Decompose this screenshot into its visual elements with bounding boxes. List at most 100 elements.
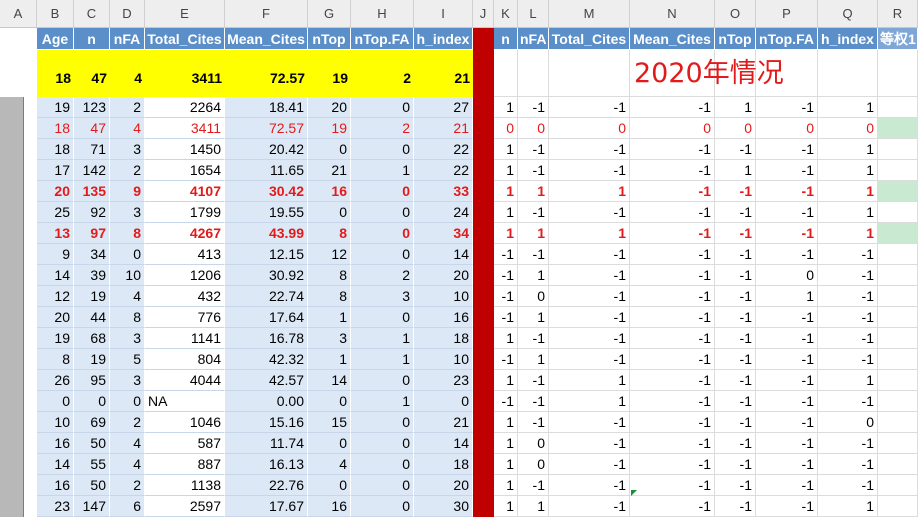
data-cell[interactable]: 11.74 xyxy=(225,433,308,454)
data-cell[interactable]: 9 xyxy=(110,181,145,202)
data-cell[interactable]: 18 xyxy=(37,139,74,160)
data-cell[interactable]: 19.55 xyxy=(225,202,308,223)
data-cell[interactable]: 0 xyxy=(110,391,145,412)
score-cell[interactable]: 1 xyxy=(494,496,518,517)
weight-cell[interactable] xyxy=(878,118,918,139)
data-cell[interactable]: 4 xyxy=(308,454,351,475)
score-cell[interactable]: -1 xyxy=(715,202,756,223)
score-cell[interactable]: 1 xyxy=(756,286,818,307)
data-cell[interactable]: 0 xyxy=(351,202,414,223)
summary-cell[interactable]: 72.57 xyxy=(225,50,308,97)
summary-blank-cell[interactable] xyxy=(756,50,818,97)
field-header-m[interactable]: Total_Cites xyxy=(549,28,630,50)
summary-cell[interactable]: 4 xyxy=(110,50,145,97)
field-header-p[interactable]: nTop.FA xyxy=(756,28,818,50)
data-cell[interactable]: 26 xyxy=(37,370,74,391)
score-cell[interactable]: -1 xyxy=(715,412,756,433)
weight-cell[interactable] xyxy=(878,160,918,181)
data-cell[interactable]: 11.65 xyxy=(225,160,308,181)
score-cell[interactable]: -1 xyxy=(715,139,756,160)
data-cell[interactable]: 123 xyxy=(74,97,110,118)
data-cell[interactable]: 4 xyxy=(110,118,145,139)
data-cell[interactable]: 12 xyxy=(308,244,351,265)
score-cell[interactable]: -1 xyxy=(630,286,715,307)
data-cell[interactable]: 0 xyxy=(351,244,414,265)
field-header-o[interactable]: nTop xyxy=(715,28,756,50)
score-cell[interactable]: -1 xyxy=(756,244,818,265)
score-cell[interactable]: 1 xyxy=(494,202,518,223)
data-cell[interactable]: 14 xyxy=(414,244,473,265)
data-cell[interactable]: 19 xyxy=(74,286,110,307)
field-header-h[interactable]: nTop.FA xyxy=(351,28,414,50)
score-cell[interactable]: 0 xyxy=(818,118,878,139)
data-cell[interactable]: 4267 xyxy=(145,223,225,244)
column-header-a[interactable]: A xyxy=(0,0,37,28)
score-cell[interactable]: -1 xyxy=(518,475,549,496)
score-cell[interactable]: 1 xyxy=(818,181,878,202)
data-cell[interactable]: 6 xyxy=(110,496,145,517)
weight-cell[interactable] xyxy=(878,496,918,517)
score-cell[interactable]: -1 xyxy=(630,454,715,475)
data-cell[interactable]: 3 xyxy=(110,139,145,160)
score-cell[interactable]: 1 xyxy=(715,160,756,181)
data-cell[interactable]: 142 xyxy=(74,160,110,181)
score-cell[interactable]: 1 xyxy=(549,223,630,244)
data-cell[interactable]: 34 xyxy=(74,244,110,265)
score-cell[interactable]: -1 xyxy=(518,160,549,181)
score-cell[interactable]: 1 xyxy=(818,223,878,244)
score-cell[interactable]: -1 xyxy=(715,349,756,370)
score-cell[interactable]: -1 xyxy=(630,265,715,286)
score-cell[interactable]: 1 xyxy=(518,349,549,370)
summary-blank-cell[interactable] xyxy=(518,50,549,97)
data-cell[interactable]: 5 xyxy=(110,349,145,370)
score-cell[interactable]: 0 xyxy=(756,118,818,139)
score-cell[interactable]: -1 xyxy=(818,286,878,307)
score-cell[interactable]: 1 xyxy=(494,223,518,244)
score-cell[interactable]: -1 xyxy=(715,433,756,454)
data-cell[interactable]: 22.74 xyxy=(225,286,308,307)
data-cell[interactable]: 8 xyxy=(110,223,145,244)
score-cell[interactable]: -1 xyxy=(549,412,630,433)
score-cell[interactable]: 1 xyxy=(494,433,518,454)
data-cell[interactable]: 432 xyxy=(145,286,225,307)
data-cell[interactable]: 8 xyxy=(308,223,351,244)
summary-cell[interactable]: 47 xyxy=(74,50,110,97)
data-cell[interactable]: 10 xyxy=(110,265,145,286)
data-cell[interactable]: 1141 xyxy=(145,328,225,349)
score-cell[interactable]: 1 xyxy=(494,97,518,118)
data-cell[interactable]: 16.13 xyxy=(225,454,308,475)
data-cell[interactable]: 18 xyxy=(37,118,74,139)
score-cell[interactable]: -1 xyxy=(549,496,630,517)
data-cell[interactable]: 33 xyxy=(414,181,473,202)
score-cell[interactable]: -1 xyxy=(630,370,715,391)
score-cell[interactable]: -1 xyxy=(756,496,818,517)
summary-blank-cell[interactable] xyxy=(494,50,518,97)
score-cell[interactable]: -1 xyxy=(756,391,818,412)
score-cell[interactable]: -1 xyxy=(818,328,878,349)
score-cell[interactable]: -1 xyxy=(818,475,878,496)
data-cell[interactable]: 21 xyxy=(414,412,473,433)
score-cell[interactable]: -1 xyxy=(715,370,756,391)
score-cell[interactable]: -1 xyxy=(494,307,518,328)
score-cell[interactable]: -1 xyxy=(756,454,818,475)
data-cell[interactable]: 0 xyxy=(351,181,414,202)
score-cell[interactable]: 1 xyxy=(549,391,630,412)
score-cell[interactable]: -1 xyxy=(715,244,756,265)
score-cell[interactable]: -1 xyxy=(756,433,818,454)
data-cell[interactable]: 19 xyxy=(74,349,110,370)
score-cell[interactable]: -1 xyxy=(756,370,818,391)
score-cell[interactable]: 0 xyxy=(518,454,549,475)
data-cell[interactable]: 24 xyxy=(414,202,473,223)
data-cell[interactable]: 30.92 xyxy=(225,265,308,286)
score-cell[interactable]: -1 xyxy=(818,307,878,328)
data-cell[interactable]: 22.76 xyxy=(225,475,308,496)
score-cell[interactable]: 1 xyxy=(818,139,878,160)
field-header-k[interactable]: n xyxy=(494,28,518,50)
score-cell[interactable]: -1 xyxy=(549,265,630,286)
score-cell[interactable]: -1 xyxy=(549,433,630,454)
score-cell[interactable]: -1 xyxy=(518,370,549,391)
data-cell[interactable]: 1 xyxy=(351,391,414,412)
data-cell[interactable]: 0 xyxy=(351,223,414,244)
data-cell[interactable]: 23 xyxy=(37,496,74,517)
summary-cell[interactable]: 2 xyxy=(351,50,414,97)
